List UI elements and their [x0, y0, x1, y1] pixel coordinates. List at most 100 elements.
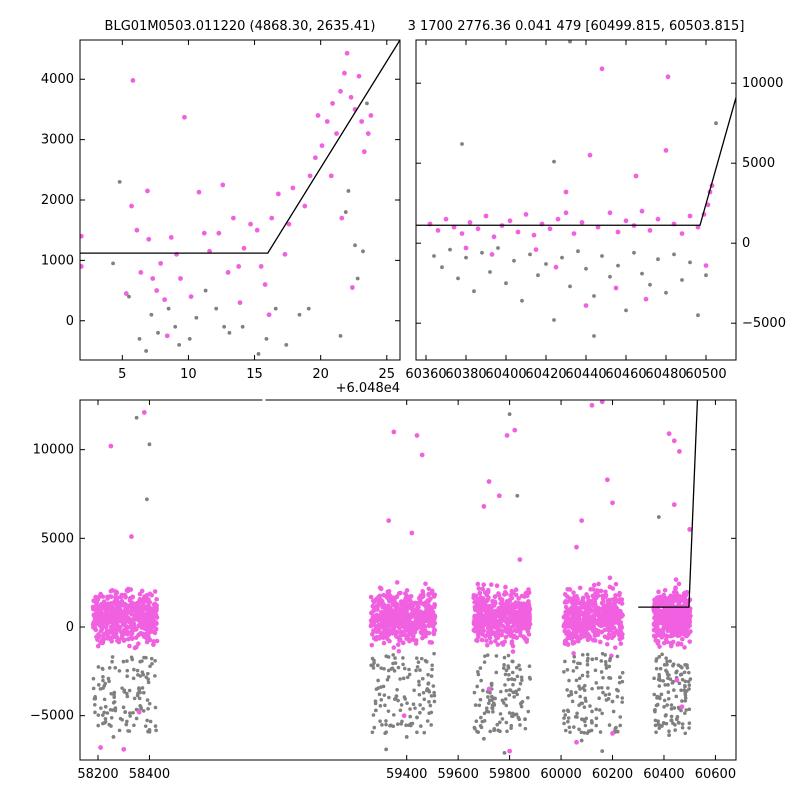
data-point — [282, 251, 288, 257]
data-point — [426, 623, 432, 629]
data-point — [603, 693, 608, 697]
data-point — [266, 312, 272, 318]
data-point — [488, 690, 492, 695]
data-point — [129, 634, 134, 640]
x-tick-label: 59800 — [489, 767, 530, 782]
data-point — [498, 611, 503, 616]
data-point — [220, 182, 226, 188]
data-point — [315, 113, 321, 118]
data-point — [576, 600, 581, 606]
data-point — [682, 645, 687, 650]
data-point — [520, 678, 524, 682]
data-point — [671, 502, 677, 508]
data-point — [579, 620, 585, 626]
data-point — [485, 589, 491, 595]
data-point — [660, 652, 664, 657]
data-point — [607, 692, 612, 697]
data-point — [565, 708, 570, 713]
data-point — [615, 694, 620, 699]
data-point — [378, 704, 383, 708]
data-point — [384, 719, 388, 723]
data-point — [482, 660, 487, 664]
data-point — [504, 629, 509, 634]
data-point — [672, 628, 677, 633]
data-point — [383, 607, 388, 612]
data-point — [404, 588, 410, 593]
x-tick-label: 60360 — [405, 367, 446, 382]
data-point — [571, 651, 576, 656]
data-point — [481, 504, 487, 509]
data-point — [96, 665, 101, 669]
data-point — [613, 726, 618, 731]
data-point — [569, 636, 574, 641]
data-point — [599, 400, 605, 405]
data-point — [381, 619, 387, 624]
data-point — [396, 722, 400, 726]
data-point — [396, 648, 402, 654]
data-point — [618, 675, 622, 679]
data-point — [407, 667, 411, 672]
data-point — [596, 686, 601, 690]
data-point — [460, 142, 464, 146]
data-point — [114, 598, 120, 604]
data-point — [527, 664, 532, 668]
data-point — [477, 630, 482, 636]
data-point — [656, 589, 661, 595]
data-point — [672, 252, 676, 257]
data-point — [386, 709, 391, 713]
data-point — [389, 723, 393, 728]
data-point — [505, 729, 509, 734]
x-tick-label: 20 — [312, 367, 329, 382]
data-point — [512, 258, 516, 263]
data-point — [604, 610, 609, 615]
data-point — [381, 602, 387, 607]
data-point — [578, 687, 582, 691]
data-point — [230, 215, 236, 221]
data-series — [432, 40, 718, 338]
data-point — [654, 657, 659, 661]
data-point — [664, 721, 669, 726]
data-point — [663, 624, 669, 630]
data-point — [515, 493, 520, 498]
data-point — [113, 708, 118, 713]
data-point — [426, 591, 432, 597]
data-point — [503, 584, 508, 590]
data-point — [616, 592, 622, 598]
data-point — [254, 227, 260, 233]
data-point — [262, 282, 268, 287]
data-point — [497, 596, 503, 601]
data-point — [139, 705, 143, 710]
data-point — [117, 669, 122, 673]
data-point — [420, 676, 425, 681]
data-point — [412, 688, 416, 693]
data-point — [667, 623, 673, 629]
data-point — [507, 599, 512, 604]
data-point — [661, 640, 667, 646]
data-point — [415, 665, 420, 669]
data-point — [518, 723, 522, 727]
data-point — [386, 603, 391, 609]
data-point — [553, 264, 559, 270]
data-point — [488, 640, 494, 645]
data-point — [503, 683, 507, 687]
data-point — [91, 686, 96, 691]
data-point — [430, 624, 436, 629]
data-point — [563, 713, 568, 717]
data-point — [675, 609, 681, 614]
data-point — [520, 699, 525, 704]
data-point — [585, 659, 590, 663]
data-point — [419, 452, 425, 458]
data-point — [574, 665, 579, 670]
data-point — [385, 591, 391, 596]
data-point — [687, 670, 691, 675]
data-point — [113, 706, 118, 710]
data-point — [370, 620, 375, 626]
data-point — [139, 621, 145, 626]
data-point — [125, 694, 130, 699]
data-point — [95, 643, 101, 649]
data-point — [168, 235, 174, 240]
data-point — [521, 619, 526, 625]
data-point — [423, 581, 428, 587]
data-point — [583, 723, 588, 728]
data-point — [673, 577, 679, 582]
